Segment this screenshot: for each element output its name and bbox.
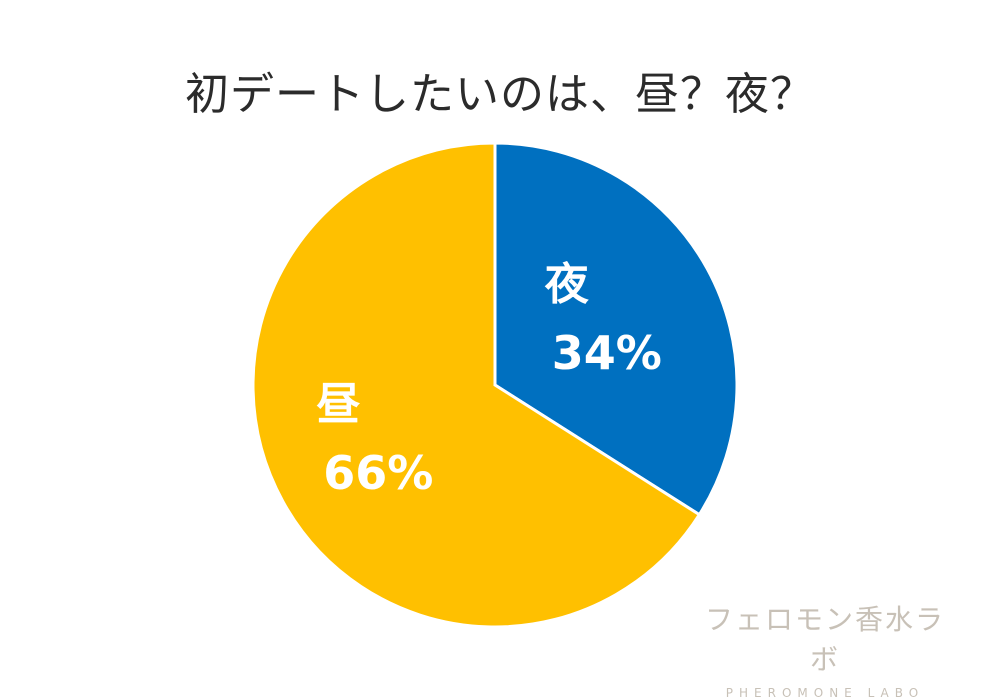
pie-slice-1 xyxy=(251,141,702,629)
watermark-english: PHEROMONE LABO xyxy=(725,686,925,700)
slice-value-label-1: 66% xyxy=(323,446,433,500)
slice-label-0: 夜 xyxy=(544,259,590,310)
chart-title: 初デートしたいのは、昼？夜？ xyxy=(185,69,815,120)
watermark-logo: フェロモン香水ラボ PHEROMONE LABO xyxy=(700,598,950,700)
slice-label-1: 昼 xyxy=(316,379,360,430)
watermark-japanese: フェロモン香水ラボ xyxy=(704,603,945,676)
slice-value-label-0: 34% xyxy=(552,326,662,380)
